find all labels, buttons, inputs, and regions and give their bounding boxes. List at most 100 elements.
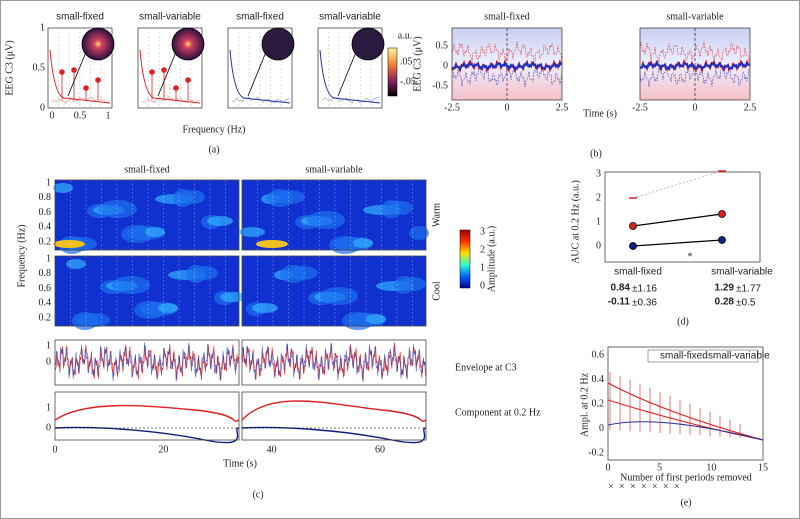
axes: [241, 391, 427, 441]
envelope-red: [241, 342, 426, 382]
heatmap-blob: [99, 200, 137, 218]
subplot-title: small-fixed: [56, 12, 104, 23]
subplot-title: small-variable: [139, 12, 201, 23]
sig-mark: ×: [674, 481, 680, 492]
x-tick-label: 10: [706, 462, 716, 473]
sd-blue: ±0.36: [632, 298, 657, 309]
spectrum: [139, 49, 201, 104]
heatmap-blob: [286, 266, 318, 280]
x-axis-label: Time (s): [223, 458, 257, 469]
axes: [451, 27, 563, 101]
peak-dot: [161, 67, 167, 73]
trace-red-sd: [639, 41, 751, 63]
panel-label: (e): [680, 497, 691, 508]
envelope-blue: [241, 343, 426, 381]
x-axis-label: Number of first periods removed: [620, 472, 752, 483]
peak-dot: [95, 77, 101, 83]
legend-label: small-variable: [708, 351, 770, 362]
y-axis-label: Ampl. at 0.2 Hz: [579, 372, 590, 437]
y-tick-label: 2: [596, 192, 601, 203]
x-tick-label: 5: [657, 462, 662, 473]
y-axis-label: EEG C3 (μV): [412, 36, 423, 91]
y-tick-label: 1: [46, 402, 51, 413]
axes: [241, 339, 427, 386]
heatmap-blob: [78, 313, 110, 327]
colorbar-tick: -.05: [400, 76, 416, 87]
y-axis-label: AUC at 0.2 Hz (a.u.): [570, 180, 581, 264]
mean-red: 1.29: [715, 283, 735, 294]
y-tick-label: 0.4: [39, 222, 52, 233]
sd-red: ±1.77: [736, 284, 761, 295]
mean-blue: -0.11: [608, 297, 631, 308]
axes: [639, 27, 751, 101]
y-tick-label: 3: [480, 226, 485, 237]
trace-blue-sd: [639, 65, 751, 88]
y-tick-label: 0: [46, 422, 51, 433]
y-tick-label: 0: [599, 423, 604, 434]
y-axis-label: EEG C3 (μV): [4, 40, 15, 95]
legend-box: [647, 349, 759, 363]
subplot-title: small-fixed: [236, 12, 284, 23]
spectrum: [229, 49, 291, 104]
colorbar-label: Amplitude (a.u.): [486, 226, 497, 292]
sd-red: ±1.16: [632, 284, 657, 295]
trace-red-sd: [451, 41, 563, 63]
colorbar: [387, 47, 398, 97]
peak-dot: [149, 69, 155, 75]
y-tick-label: 2: [480, 244, 485, 255]
x-tick-label: 40: [267, 444, 277, 455]
y-tick-label: 1: [46, 253, 51, 264]
arrow: [247, 51, 267, 97]
heatmap-blob: [239, 227, 265, 237]
arrow: [337, 51, 357, 97]
heatmap-hot: [53, 240, 85, 248]
y-tick-label: 0.4: [592, 374, 605, 385]
x-tick-label: 0: [505, 102, 510, 113]
heatmap-blob: [387, 201, 413, 215]
heatmap-blob: [53, 183, 73, 193]
colorbar-tick: .05: [400, 56, 413, 67]
connector: [632, 213, 723, 227]
heatmap-blob: [145, 227, 165, 237]
trace-blue: [639, 59, 751, 72]
y-tick-label: 3: [596, 168, 601, 179]
group-label: small-fixed: [614, 267, 662, 278]
topomap: [81, 27, 115, 61]
heatmap-blob: [400, 277, 426, 291]
axes: [54, 179, 240, 251]
y-tick-label: 0.2: [592, 398, 605, 409]
panel-label: (b): [590, 148, 602, 159]
subplot-title: small-variable: [666, 11, 724, 22]
axes: [607, 346, 764, 461]
heatmap-blob: [307, 211, 345, 229]
x-tick-label: 0.5: [74, 110, 87, 121]
subplot-title: small-fixed: [124, 164, 170, 175]
y-tick-label: 0: [480, 280, 485, 291]
connector: [632, 239, 723, 247]
y-tick-label: 1: [46, 340, 51, 351]
y-tick-label: 0: [443, 60, 448, 71]
peak-dot: [71, 67, 77, 73]
y-tick-label: 0.6: [39, 207, 52, 218]
y-tick-label: 1: [46, 177, 51, 188]
axes: [54, 255, 240, 327]
x-tick-label: 1: [106, 110, 111, 121]
y-tick-label: 0.4: [39, 298, 52, 309]
heatmap-blob: [320, 287, 358, 305]
y-tick-label: 0: [40, 102, 45, 113]
subplot-title: small-variable: [319, 12, 381, 23]
axes: [54, 391, 240, 441]
x-tick-label: 0: [50, 110, 55, 121]
mean-dot: [718, 236, 726, 244]
x-tick-label: 2.5: [556, 102, 569, 113]
heatmap-blob: [207, 216, 233, 226]
y-tick-label: 0: [46, 356, 51, 367]
sig-mark: ×: [663, 481, 669, 492]
topomap: [171, 27, 205, 61]
peak-dot: [83, 85, 89, 91]
sig-mark: ×: [641, 481, 647, 492]
sig-mark: ×: [619, 481, 625, 492]
heatmap-blob: [179, 190, 205, 204]
topomap: [261, 27, 295, 61]
